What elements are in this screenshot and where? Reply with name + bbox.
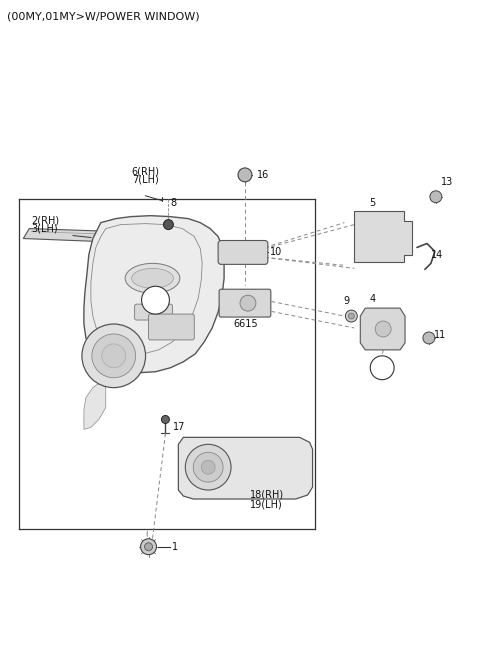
Polygon shape	[84, 215, 224, 373]
Text: 5: 5	[369, 198, 375, 208]
Circle shape	[346, 310, 357, 322]
Polygon shape	[23, 229, 175, 244]
Circle shape	[185, 444, 231, 490]
Circle shape	[193, 452, 223, 482]
Circle shape	[348, 313, 354, 319]
Polygon shape	[354, 211, 412, 263]
Text: 6615: 6615	[233, 319, 258, 329]
Circle shape	[141, 539, 156, 555]
Text: (00MY,01MY>W/POWER WINDOW): (00MY,01MY>W/POWER WINDOW)	[7, 12, 200, 22]
Circle shape	[164, 219, 173, 229]
Circle shape	[240, 295, 256, 311]
Circle shape	[142, 286, 169, 314]
Circle shape	[82, 324, 145, 388]
Text: 2(RH): 2(RH)	[31, 215, 60, 225]
Text: A: A	[379, 364, 385, 372]
Text: 19(LH): 19(LH)	[250, 499, 283, 509]
Polygon shape	[179, 438, 312, 499]
Text: 8: 8	[170, 198, 177, 208]
Text: 17: 17	[173, 422, 186, 432]
Text: 1: 1	[172, 542, 179, 552]
Circle shape	[144, 543, 153, 551]
Circle shape	[423, 332, 435, 344]
Text: 13: 13	[441, 177, 453, 187]
Text: 4: 4	[369, 294, 375, 304]
Text: 3(LH): 3(LH)	[31, 223, 58, 234]
Circle shape	[430, 191, 442, 203]
Text: 6(RH): 6(RH)	[132, 167, 159, 177]
Circle shape	[161, 415, 169, 423]
Circle shape	[375, 321, 391, 337]
Text: 9: 9	[343, 296, 349, 306]
Circle shape	[92, 334, 136, 378]
Text: 11: 11	[434, 330, 446, 340]
Ellipse shape	[132, 269, 173, 288]
Text: 14: 14	[431, 250, 443, 261]
FancyBboxPatch shape	[148, 314, 194, 340]
Text: 7(LH): 7(LH)	[132, 175, 159, 185]
Circle shape	[370, 356, 394, 380]
Polygon shape	[360, 308, 405, 350]
Ellipse shape	[125, 263, 180, 293]
Polygon shape	[84, 382, 106, 430]
Circle shape	[102, 344, 126, 367]
FancyBboxPatch shape	[219, 290, 271, 317]
Text: A: A	[152, 295, 159, 305]
Circle shape	[201, 460, 215, 474]
Circle shape	[238, 168, 252, 182]
Text: 16: 16	[257, 170, 269, 180]
FancyBboxPatch shape	[134, 304, 172, 320]
Text: 18(RH): 18(RH)	[250, 489, 284, 499]
Text: 10: 10	[270, 248, 282, 257]
FancyBboxPatch shape	[218, 240, 268, 265]
